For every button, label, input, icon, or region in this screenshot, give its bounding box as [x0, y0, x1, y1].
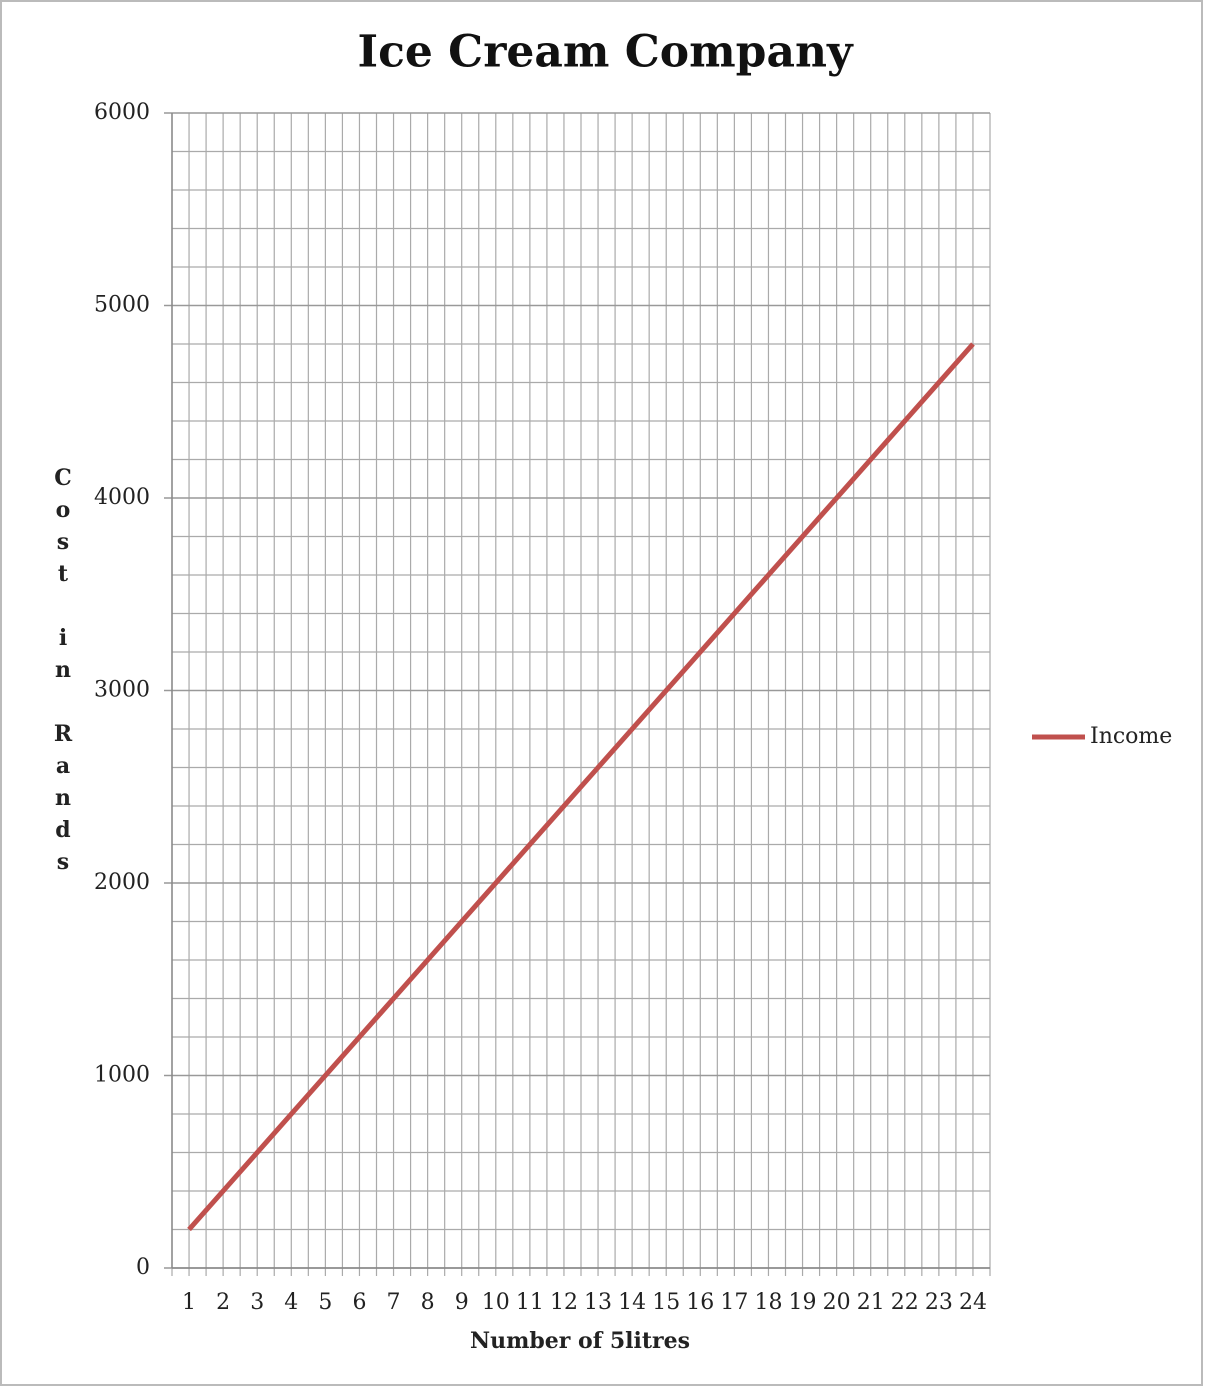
y-tick-label: 2000 — [94, 870, 150, 895]
y-tick-label: 5000 — [94, 293, 150, 318]
y-axis-title: Cost in Rands — [50, 465, 76, 881]
x-axis-title: Number of 5litres — [470, 1328, 690, 1354]
x-tick-label: 22 — [891, 1290, 919, 1315]
x-tick-label: 15 — [652, 1290, 680, 1315]
y-tick-label: 1000 — [94, 1063, 150, 1088]
x-tick-label: 4 — [284, 1290, 298, 1315]
x-tick-label: 16 — [686, 1290, 714, 1315]
x-tick-label: 10 — [482, 1290, 510, 1315]
x-tick-label: 21 — [857, 1290, 885, 1315]
y-tick-label: 3000 — [94, 678, 150, 703]
legend-label: Income — [1090, 724, 1172, 749]
x-tick-label: 19 — [789, 1290, 817, 1315]
x-tick-label: 14 — [618, 1290, 646, 1315]
x-tick-label: 11 — [516, 1290, 544, 1315]
x-tick-label: 3 — [250, 1290, 264, 1315]
x-tick-label: 20 — [823, 1290, 851, 1315]
x-tick-label: 18 — [754, 1290, 782, 1315]
x-tick-label: 12 — [550, 1290, 578, 1315]
x-tick-label: 9 — [455, 1290, 469, 1315]
x-tick-label: 13 — [584, 1290, 612, 1315]
chart: Ice Cream Company Number of 5litres Cost… — [0, 0, 1205, 1387]
x-tick-label: 8 — [421, 1290, 435, 1315]
x-tick-label: 6 — [352, 1290, 366, 1315]
chart-title: Ice Cream Company — [357, 27, 853, 78]
x-tick-label: 23 — [925, 1290, 953, 1315]
x-tick-label: 1 — [182, 1290, 196, 1315]
x-tick-label: 5 — [318, 1290, 332, 1315]
y-tick-label: 0 — [136, 1255, 150, 1280]
y-tick-label: 4000 — [94, 485, 150, 510]
x-tick-label: 2 — [216, 1290, 230, 1315]
x-tick-label: 7 — [387, 1290, 401, 1315]
page-border — [1, 1, 1202, 1385]
x-tick-label: 24 — [959, 1290, 987, 1315]
x-tick-label: 17 — [720, 1290, 748, 1315]
y-tick-label: 6000 — [94, 100, 150, 125]
